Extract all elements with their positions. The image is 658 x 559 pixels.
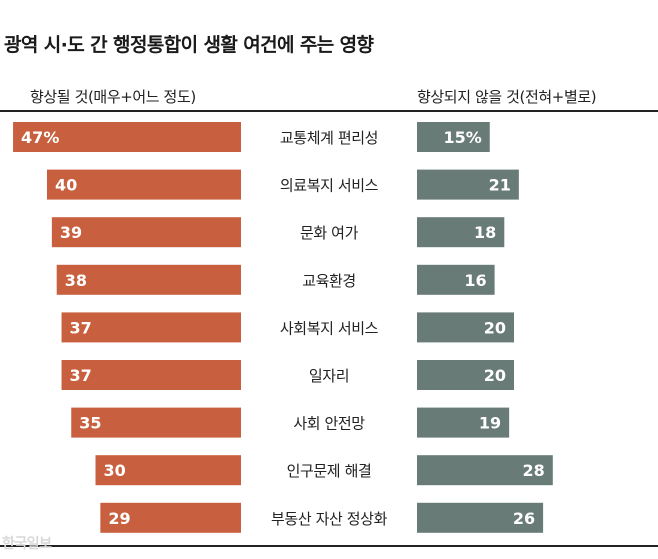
category-label: 인구문제 해결 (287, 462, 372, 480)
category-label: 교육환경 (302, 272, 356, 290)
bar-positive-label: 47% (21, 128, 59, 147)
bar-negative-label: 18 (474, 223, 496, 242)
bottom-divider (0, 545, 658, 547)
legend-positive: 향상될 것(매우+어느 정도) (30, 88, 196, 106)
bar-negative-label: 20 (484, 318, 506, 337)
bar-negative (417, 217, 505, 248)
legend-negative: 향상되지 않을 것(전혀+별로) (417, 88, 597, 106)
bar-positive (71, 407, 241, 438)
bar-positive-label: 40 (55, 176, 77, 195)
bar-negative-label: 21 (489, 176, 511, 195)
bar-positive-label: 35 (79, 414, 101, 433)
bar-negative-label: 20 (484, 366, 506, 385)
category-label: 부동산 자산 정상화 (271, 510, 388, 528)
bar-negative-label: 26 (513, 509, 535, 528)
header-divider (0, 110, 658, 112)
bar-positive (13, 122, 241, 152)
bar-positive-label: 37 (70, 318, 92, 337)
bar-positive-label: 37 (70, 366, 92, 385)
category-label: 일자리 (309, 367, 349, 385)
category-label: 교통체계 편리성 (280, 129, 378, 147)
bar-negative (417, 312, 514, 343)
category-label: 의료복지 서비스 (280, 177, 379, 195)
bar-negative-label: 19 (479, 414, 501, 433)
category-label: 사회복지 서비스 (280, 319, 379, 337)
bar-positive (95, 455, 241, 486)
bar-negative-label: 16 (464, 271, 486, 290)
bar-negative-label: 15% (443, 128, 481, 147)
bar-positive-label: 38 (65, 271, 87, 290)
bar-negative (417, 360, 514, 390)
category-label: 사회 안전망 (293, 415, 365, 433)
chart-title: 광역 시·도 간 행정통합이 생활 여건에 주는 영향 (4, 34, 374, 56)
bar-positive-label: 30 (104, 461, 126, 480)
category-label: 문화 여가 (300, 224, 359, 242)
bar-negative (417, 169, 519, 200)
bar-positive (61, 360, 241, 390)
bar-negative (417, 264, 495, 295)
bar-positive-label: 39 (60, 223, 82, 242)
bar-chart: 47% 교통체계 편리성 15% 40 의료복지 서비스 21 39 문화 여가 18 38 교육환… (13, 122, 553, 533)
bar-positive (56, 264, 242, 295)
bar-negative (417, 455, 553, 486)
bar-negative (417, 502, 544, 533)
bar-positive (47, 169, 241, 200)
bar-positive (100, 502, 241, 533)
watermark-logo: 한국일보 (2, 536, 52, 552)
bar-negative-label: 28 (523, 461, 545, 480)
bar-positive (51, 217, 241, 248)
bar-positive-label: 29 (108, 509, 130, 528)
bar-positive (61, 312, 241, 343)
bar-negative (417, 122, 490, 152)
bar-negative (417, 407, 510, 438)
